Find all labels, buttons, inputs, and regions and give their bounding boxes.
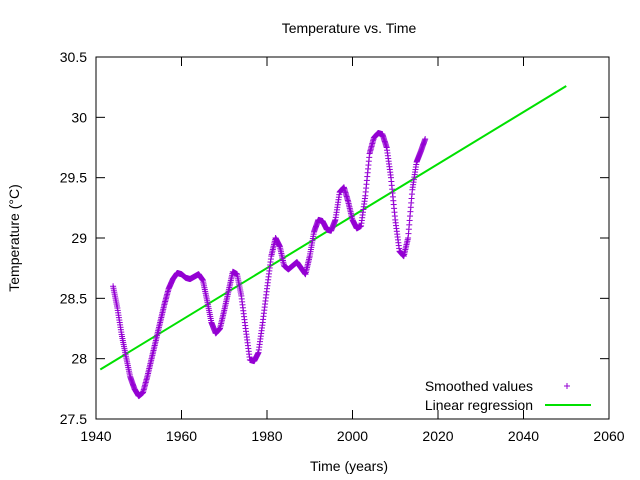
- y-tick-label: 30.5: [60, 49, 87, 65]
- y-axis-label: Temperature (°C): [6, 184, 22, 292]
- axis-ticks: 1940 1960 1980 2000 2020 2040 2060 27.5 28 28.5 29…: [60, 49, 625, 444]
- x-tick-label: 2060: [593, 428, 624, 444]
- legend-label-regression: Linear regression: [425, 397, 533, 413]
- x-tick-label: 1960: [166, 428, 197, 444]
- legend: Smoothed values Linear regression: [425, 378, 591, 413]
- y-tick-label: 30: [71, 109, 87, 125]
- chart-title: Temperature vs. Time: [282, 20, 417, 36]
- series-group: [99, 85, 567, 400]
- y-tick-label: 28: [71, 351, 87, 367]
- x-tick-label: 2040: [508, 428, 539, 444]
- y-tick-label: 29: [71, 230, 87, 246]
- x-tick-label: 1940: [80, 428, 111, 444]
- y-tick-label: 28.5: [60, 290, 87, 306]
- x-tick-label: 2020: [422, 428, 453, 444]
- x-tick-label: 1980: [251, 428, 282, 444]
- y-tick-label: 29.5: [60, 170, 87, 186]
- legend-marker-smoothed: [564, 383, 570, 389]
- legend-label-smoothed: Smoothed values: [425, 378, 533, 394]
- y-tick-label: 27.5: [60, 411, 87, 427]
- data-point: [422, 136, 429, 143]
- x-tick-label: 2000: [337, 428, 368, 444]
- x-axis-label: Time (years): [310, 458, 388, 474]
- plot-frame: [95, 56, 610, 420]
